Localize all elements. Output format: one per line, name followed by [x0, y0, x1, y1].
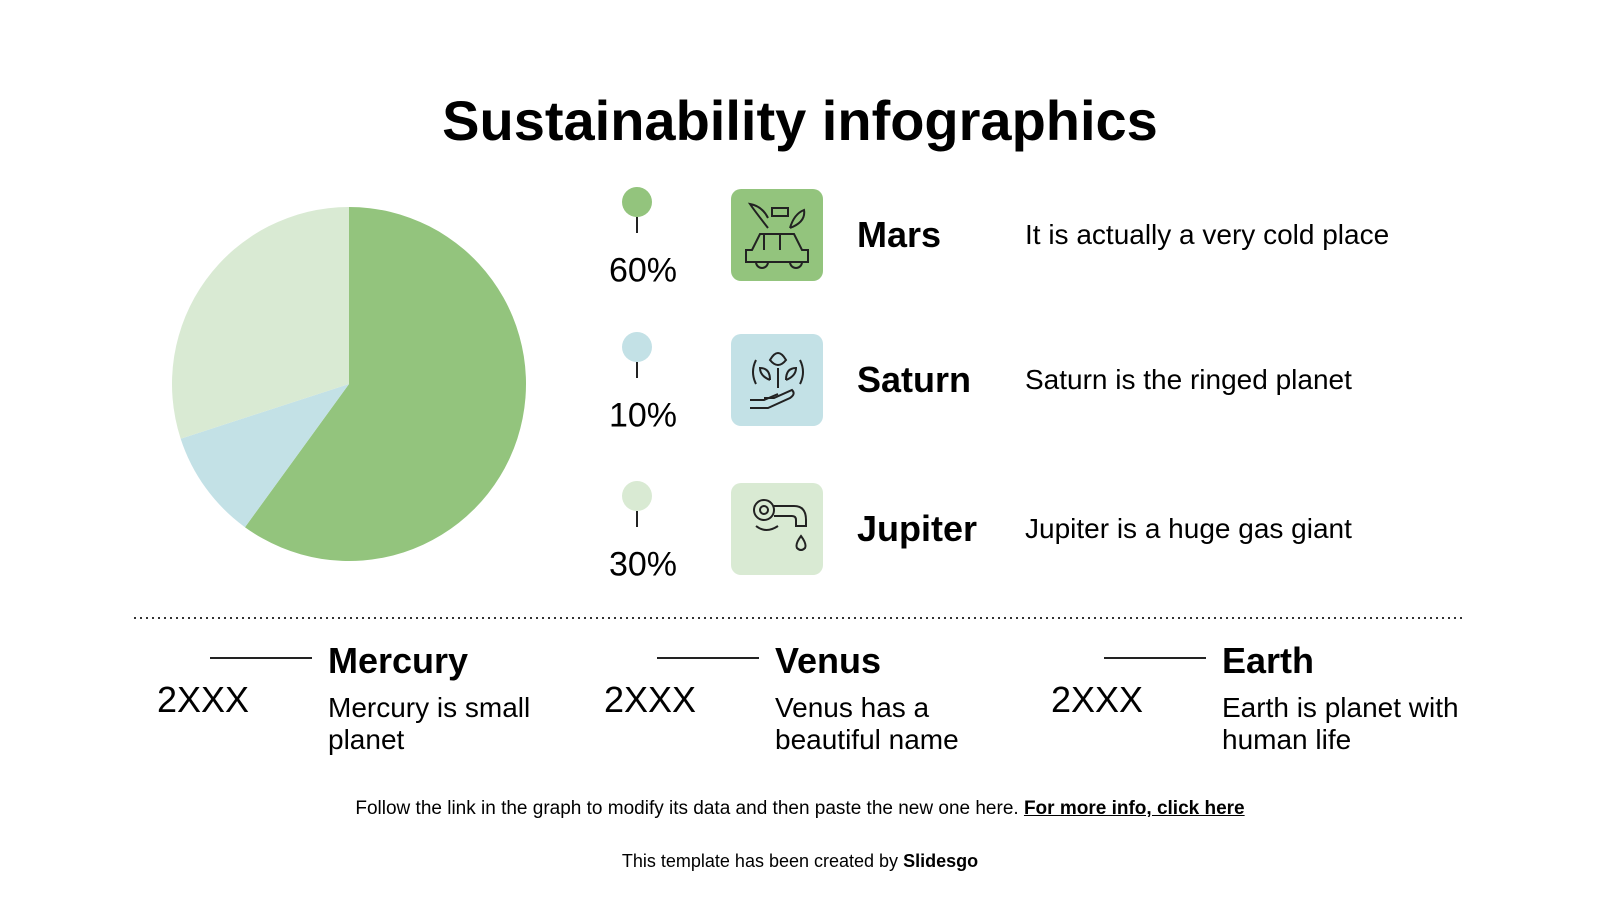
car-icon	[745, 202, 809, 269]
legend-dot	[622, 187, 652, 217]
item-description: Jupiter is a huge gas giant	[1025, 513, 1352, 544]
footer: Follow the link in the graph to modify i…	[0, 798, 1600, 820]
percent-label: 10%	[608, 396, 678, 435]
icons	[745, 202, 809, 551]
title: Sustainability infographics	[442, 89, 1158, 152]
percent-label: 30%	[608, 545, 678, 584]
footer-text: Follow the link in the graph to modify i…	[355, 798, 1019, 819]
timeline-text: Venus has a beautiful name	[775, 692, 959, 755]
timeline-text: Mercury is small planet	[328, 692, 531, 755]
faucet-icon	[753, 499, 807, 551]
pie-slice	[180, 384, 349, 528]
hand-flower-icon	[750, 352, 804, 409]
credit: This template has been created by Slides…	[0, 851, 1600, 872]
item-name: Jupiter	[857, 508, 978, 549]
brand: Slidesgo	[903, 851, 979, 871]
timeline-name: Venus	[775, 640, 882, 681]
info-link[interactable]: For more info, click here	[1023, 798, 1245, 819]
item-description: Saturn is the ringed planet	[1025, 364, 1352, 395]
timeline-text: Earth is planet with human life	[1222, 692, 1459, 755]
timeline-name: Mercury	[328, 640, 469, 681]
item-name: Saturn	[857, 359, 972, 400]
timeline-year: 2XXX	[157, 679, 250, 720]
item-name: Mars	[857, 214, 942, 255]
legend-dot	[622, 332, 652, 362]
credit-text: This template has been created by	[621, 851, 899, 871]
legend-dot	[622, 481, 652, 511]
timeline-year: 2XXX	[604, 679, 697, 720]
timeline-name: Earth	[1222, 640, 1315, 681]
icon-box	[731, 483, 823, 575]
item-description: It is actually a very cold place	[1025, 219, 1390, 250]
timeline-year: 2XXX	[1051, 679, 1144, 720]
pie-slice	[244, 207, 526, 561]
pie-slice	[172, 207, 349, 439]
percent-label: 60%	[608, 251, 678, 290]
